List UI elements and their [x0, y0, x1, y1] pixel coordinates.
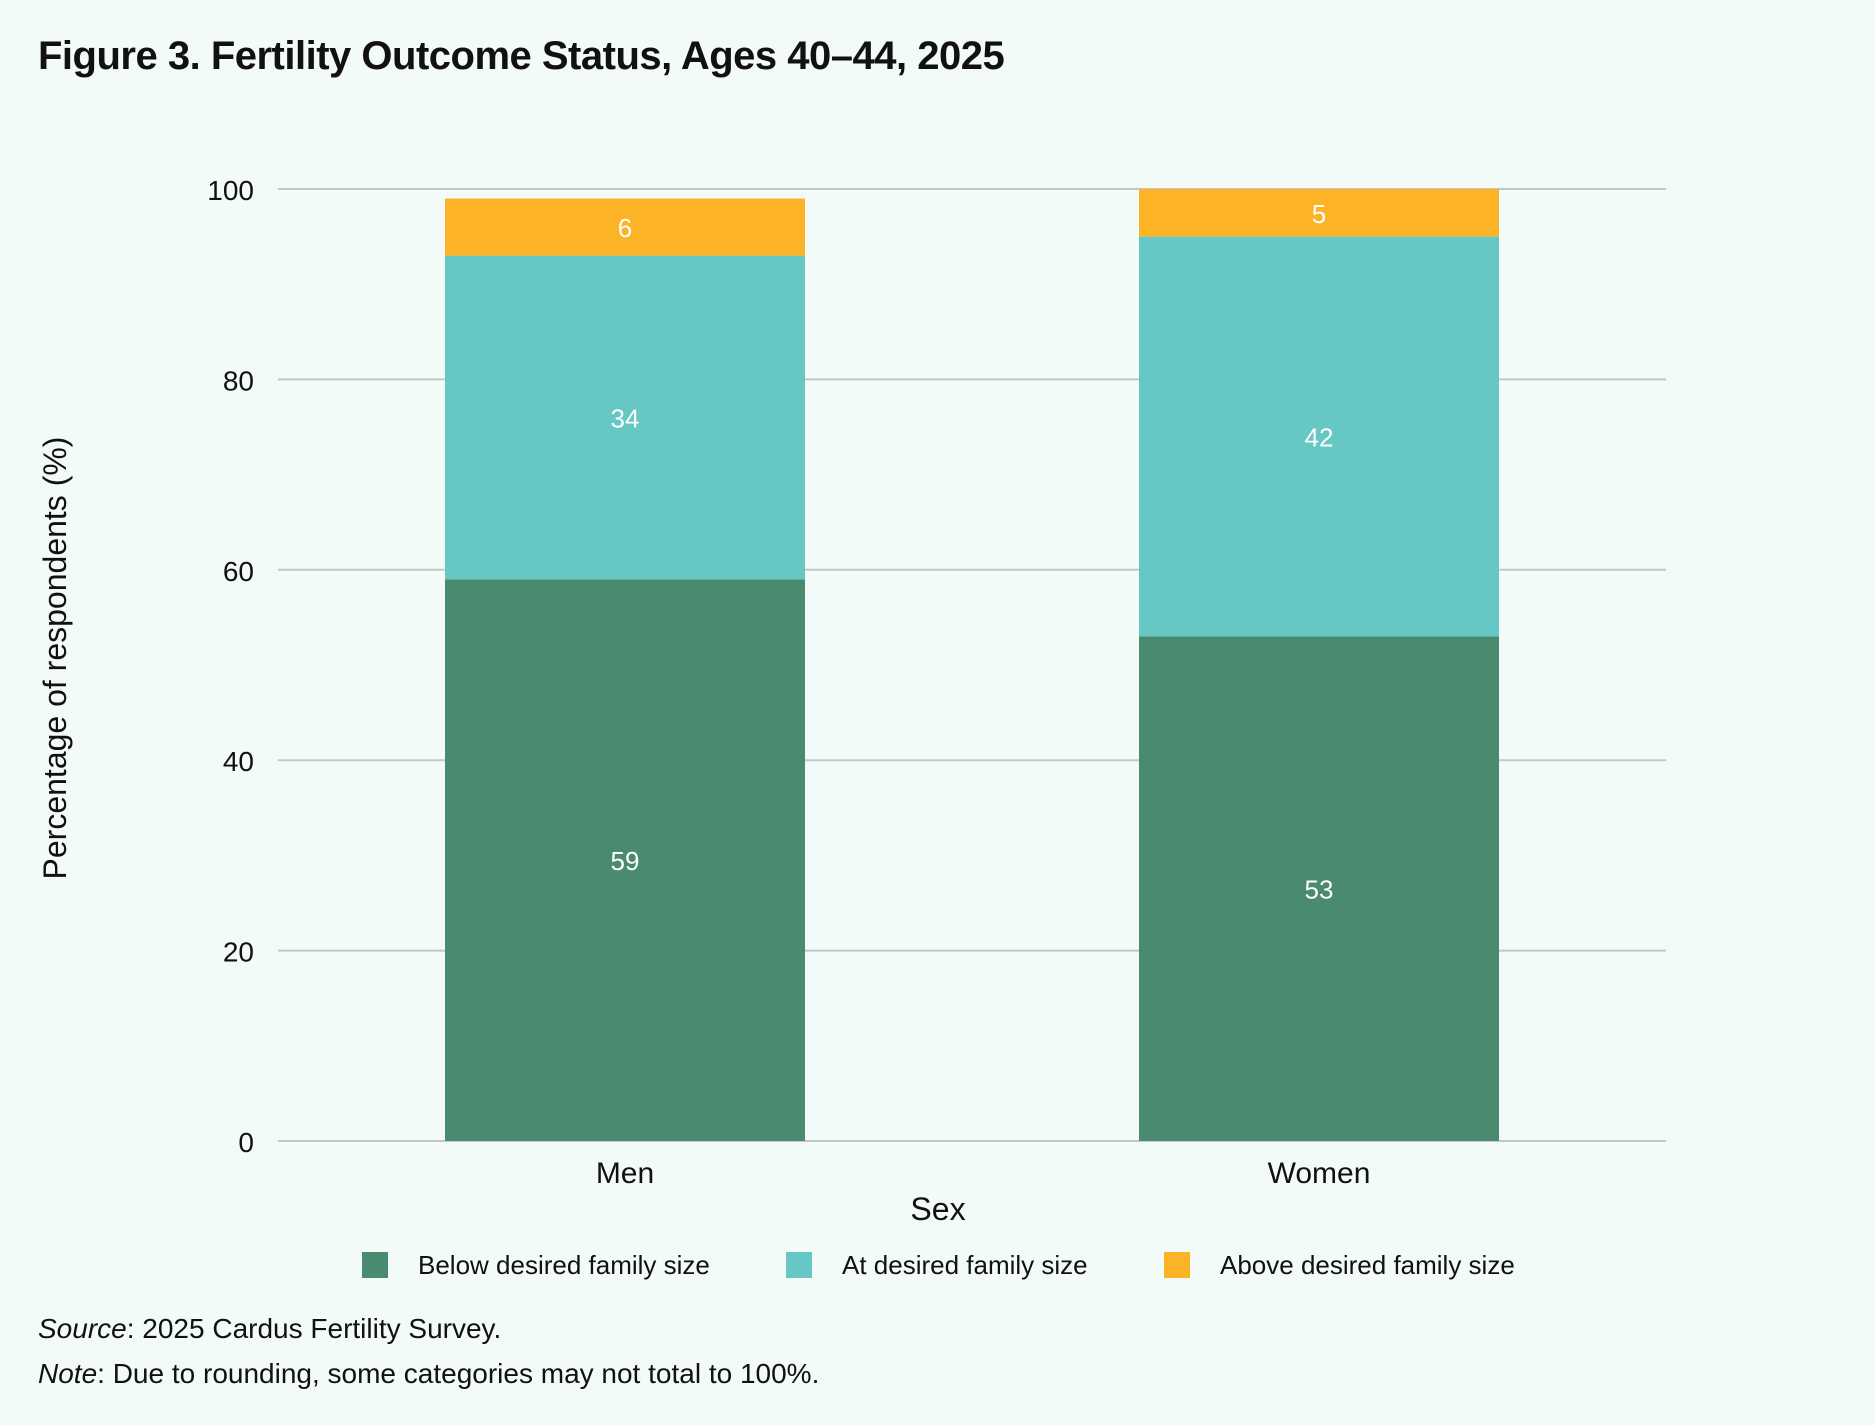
source-text: : 2025 Cardus Fertility Survey.: [126, 1313, 502, 1344]
bar-segment: [1139, 189, 1499, 237]
source-note: Source: 2025 Cardus Fertility Survey.: [38, 1306, 819, 1351]
rounding-note: Note: Due to rounding, some categories m…: [38, 1351, 819, 1396]
data-label: 42: [1305, 423, 1334, 453]
y-tick-label: 80: [223, 365, 254, 396]
y-tick-label: 40: [223, 746, 254, 777]
y-tick-label: 20: [223, 937, 254, 968]
bar-segment: [445, 198, 805, 256]
bar-segment: [445, 255, 805, 580]
note-label: Note: [38, 1358, 98, 1389]
legend-label: Below desired family size: [418, 1249, 710, 1280]
bar-segment: [1139, 236, 1499, 637]
chart-title: Figure 3. Fertility Outcome Status, Ages…: [38, 34, 1005, 78]
legend-item: At desired family size: [786, 1245, 1088, 1285]
legend-item: Below desired family size: [362, 1245, 710, 1285]
legend-item: Above desired family size: [1164, 1245, 1515, 1285]
chart-notes: Source: 2025 Cardus Fertility Survey. No…: [38, 1306, 819, 1396]
x-tick-label: Women: [1268, 1157, 1371, 1190]
note-text: : Due to rounding, some categories may n…: [97, 1358, 820, 1389]
y-tick-label: 60: [223, 556, 254, 587]
legend-swatch: [362, 1252, 388, 1278]
data-label: 59: [611, 846, 640, 876]
legend-label: At desired family size: [842, 1249, 1088, 1280]
legend-swatch: [786, 1252, 812, 1278]
chart-plot: 0 20 40 60 80 100 59 34 6 Men 53 42 5 Women Sex Percent…: [37, 175, 1666, 1227]
source-label: Source: [38, 1313, 127, 1344]
bar-segment: [1139, 636, 1499, 1141]
legend-swatch: [1164, 1252, 1190, 1278]
data-label: 34: [611, 403, 640, 433]
bar-segment: [445, 579, 805, 1141]
data-label: 5: [1312, 199, 1326, 229]
x-tick-label: Men: [596, 1157, 654, 1190]
chart-legend: Below desired family size At desired fami…: [0, 1245, 1875, 1285]
legend-label: Above desired family size: [1220, 1249, 1515, 1280]
data-label: 6: [618, 213, 632, 243]
x-axis-label: Sex: [910, 1191, 965, 1227]
y-tick-label: 0: [238, 1127, 254, 1158]
data-label: 53: [1305, 875, 1334, 905]
y-tick-label: 100: [207, 175, 254, 206]
y-axis-label: Percentage of respondents (%): [37, 437, 73, 880]
